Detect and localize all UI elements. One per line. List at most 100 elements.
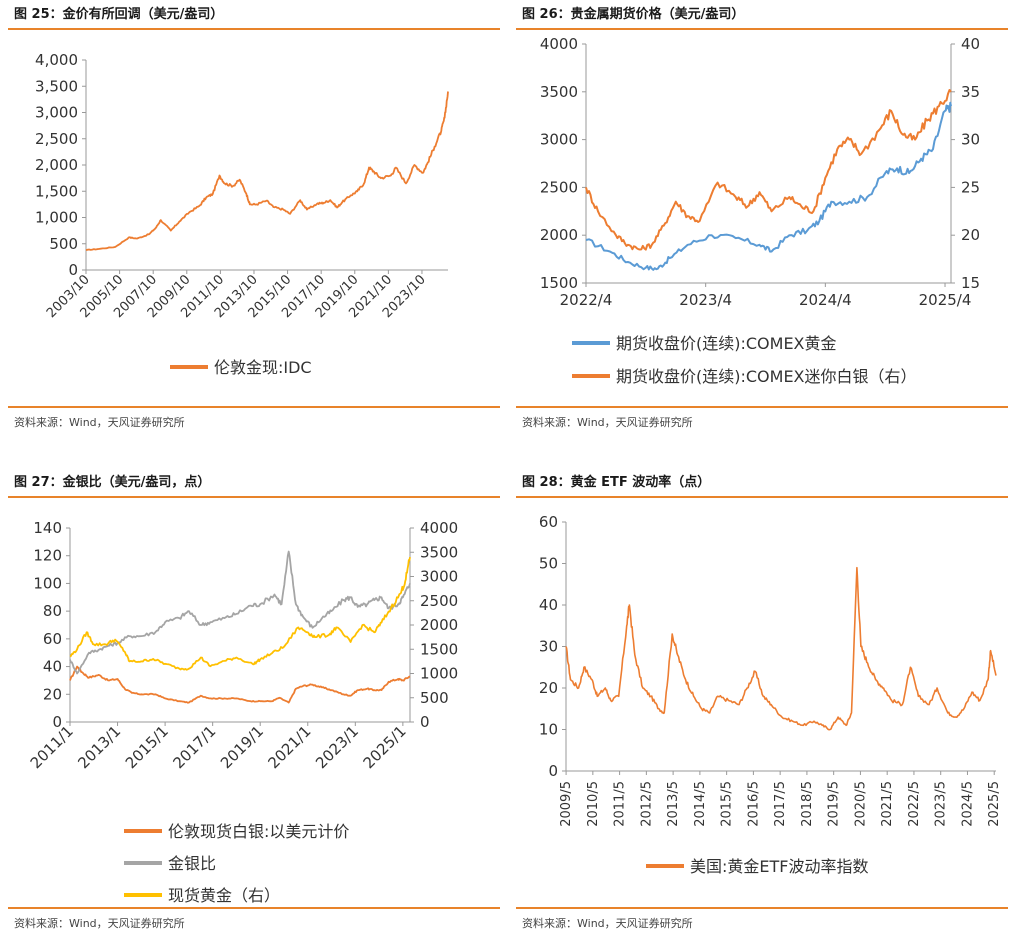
legend-label: 期货收盘价(连续):COMEX黄金 bbox=[616, 334, 837, 353]
y-tick-label: 2,500 bbox=[35, 130, 78, 148]
y-right-tick-label: 2500 bbox=[420, 592, 458, 610]
y-tick-label: 80 bbox=[43, 602, 62, 620]
y-tick-label: 3500 bbox=[540, 83, 578, 101]
legend-label: 伦敦现货白银:以美元计价 bbox=[168, 822, 349, 841]
y-right-tick-label: 40 bbox=[961, 35, 980, 53]
y-tick-label: 2,000 bbox=[35, 156, 78, 174]
legend-label: 伦敦金现:IDC bbox=[214, 358, 312, 377]
figure-title: 图 27：金银比（美元/盎司，点） bbox=[8, 468, 500, 498]
x-tick-label: 2016/5 bbox=[746, 781, 761, 827]
y-tick-label: 100 bbox=[33, 574, 62, 592]
y-tick-label: 1500 bbox=[540, 274, 578, 292]
y-tick-label: 0 bbox=[68, 261, 78, 279]
y-right-tick-label: 500 bbox=[420, 689, 449, 707]
x-tick-label: 2021/1 bbox=[265, 722, 315, 772]
x-tick-label: 2018/5 bbox=[800, 781, 815, 827]
y-tick-label: 3,000 bbox=[35, 104, 78, 122]
y-tick-label: 20 bbox=[539, 679, 558, 697]
series-line bbox=[85, 91, 449, 251]
y-right-tick-label: 1500 bbox=[420, 640, 458, 658]
source-note: 资料来源：Wind，天风证券研究所 bbox=[516, 406, 1008, 436]
figure-title: 图 26：贵金属期货价格（美元/盎司） bbox=[516, 0, 1008, 30]
y-right-tick-label: 4000 bbox=[420, 519, 458, 537]
x-tick-label: 2025/1 bbox=[360, 722, 410, 772]
x-tick-label: 2012/5 bbox=[639, 781, 654, 827]
series-line bbox=[69, 665, 411, 704]
y-tick-label: 0 bbox=[52, 713, 62, 731]
x-tick-label: 2010/5 bbox=[586, 781, 601, 827]
panel-futures: 图 26：贵金属期货价格（美元/盎司） 4000 3500 3000 2500 2000… bbox=[516, 0, 1008, 429]
figure-title: 图 25：金价有所回调（美元/盎司） bbox=[8, 0, 500, 30]
legend-label: 现货黄金（右） bbox=[168, 886, 280, 905]
y-tick-label: 4,000 bbox=[35, 51, 78, 69]
x-tick-label: 2025/4 bbox=[919, 291, 972, 309]
y-right-tick-label: 0 bbox=[420, 713, 430, 731]
y-tick-label: 30 bbox=[539, 638, 558, 656]
x-tick-label: 2013/1 bbox=[74, 722, 124, 772]
y-right-tick-label: 20 bbox=[961, 226, 980, 244]
x-tick-label: 2025/5 bbox=[987, 781, 1002, 827]
x-tick-label: 2023/4 bbox=[679, 291, 732, 309]
y-right-tick-label: 25 bbox=[961, 178, 980, 196]
x-tick-label: 2015/1 bbox=[122, 722, 172, 772]
x-tick-label: 2023/5 bbox=[934, 781, 949, 827]
x-tick-label: 2013/5 bbox=[666, 781, 681, 827]
y-tick-label: 0 bbox=[548, 762, 558, 780]
series-line bbox=[69, 550, 411, 675]
x-tick-label: 2020/5 bbox=[853, 781, 868, 827]
source-note: 资料来源：Wind，天风证券研究所 bbox=[8, 907, 500, 937]
legend-label: 金银比 bbox=[168, 854, 216, 873]
y-right-tick-label: 3500 bbox=[420, 543, 458, 561]
series-line bbox=[585, 89, 952, 251]
x-tick-label: 2024/5 bbox=[960, 781, 975, 827]
panel-gold-price: 图 25：金价有所回调（美元/盎司） 4,000 3,500 3,000 2,500 2… bbox=[8, 0, 500, 429]
y-tick-label: 2500 bbox=[540, 178, 578, 196]
y-right-tick-label: 2000 bbox=[420, 616, 458, 634]
x-tick-label: 2022/4 bbox=[560, 291, 613, 309]
x-tick-label: 2015/5 bbox=[720, 781, 735, 827]
source-note: 资料来源：Wind，天风证券研究所 bbox=[8, 406, 500, 436]
x-tick-label: 2022/5 bbox=[907, 781, 922, 827]
figure-title: 图 28：黄金 ETF 波动率（点） bbox=[516, 468, 1008, 498]
y-tick-label: 1,500 bbox=[35, 182, 78, 200]
panel-gold-silver-ratio: 图 27：金银比（美元/盎司，点） 140 120 100 80 60 40 20 0 4000… bbox=[8, 468, 500, 930]
y-tick-label: 20 bbox=[43, 685, 62, 703]
y-tick-label: 140 bbox=[33, 519, 62, 537]
x-tick-label: 2019/5 bbox=[827, 781, 842, 827]
x-tick-label: 2024/4 bbox=[799, 291, 852, 309]
series-line bbox=[585, 101, 952, 271]
y-right-tick-label: 15 bbox=[961, 274, 980, 292]
y-tick-label: 50 bbox=[539, 555, 558, 573]
y-tick-label: 2000 bbox=[540, 226, 578, 244]
series-line bbox=[69, 556, 411, 671]
y-tick-label: 1,000 bbox=[35, 209, 78, 227]
source-note: 资料来源：Wind，天风证券研究所 bbox=[516, 907, 1008, 937]
y-tick-label: 500 bbox=[49, 235, 78, 253]
y-tick-label: 60 bbox=[43, 630, 62, 648]
y-tick-label: 3,500 bbox=[35, 77, 78, 95]
gold-price-chart: 4,0003,5003,0002,5002,0001,5001,00050002… bbox=[35, 51, 449, 377]
x-tick-label: 2017/5 bbox=[773, 781, 788, 827]
x-tick-label: 2017/1 bbox=[169, 722, 219, 772]
y-tick-label: 40 bbox=[539, 596, 558, 614]
y-right-tick-label: 30 bbox=[961, 131, 980, 149]
y-tick-label: 3000 bbox=[540, 131, 578, 149]
panel-etf-volatility: 图 28：黄金 ETF 波动率（点） 60 50 40 30 20 10 0 2009/5 20… bbox=[516, 468, 1008, 930]
futures-chart: 4000 3500 3000 2500 2000 1500 40 35 30 25 20 15 2022… bbox=[540, 35, 980, 386]
legend-label: 期货收盘价(连续):COMEX迷你白银（右） bbox=[616, 367, 917, 386]
y-right-tick-label: 35 bbox=[961, 83, 980, 101]
y-right-tick-label: 1000 bbox=[420, 665, 458, 683]
x-tick-label: 2011/5 bbox=[613, 781, 628, 827]
x-tick-label: 2023/1 bbox=[312, 722, 362, 772]
gold-silver-ratio-chart: 140 120 100 80 60 40 20 0 4000 3500 3000 2500 2000 15… bbox=[27, 519, 458, 905]
y-right-tick-label: 3000 bbox=[420, 568, 458, 586]
y-tick-label: 10 bbox=[539, 721, 558, 739]
y-tick-label: 4000 bbox=[540, 35, 578, 53]
y-tick-label: 60 bbox=[539, 513, 558, 531]
x-tick-label: 2009/5 bbox=[559, 781, 574, 827]
series-line bbox=[565, 566, 997, 731]
y-tick-label: 40 bbox=[43, 658, 62, 676]
x-tick-label: 2014/5 bbox=[693, 781, 708, 827]
x-tick-label: 2021/5 bbox=[880, 781, 895, 827]
